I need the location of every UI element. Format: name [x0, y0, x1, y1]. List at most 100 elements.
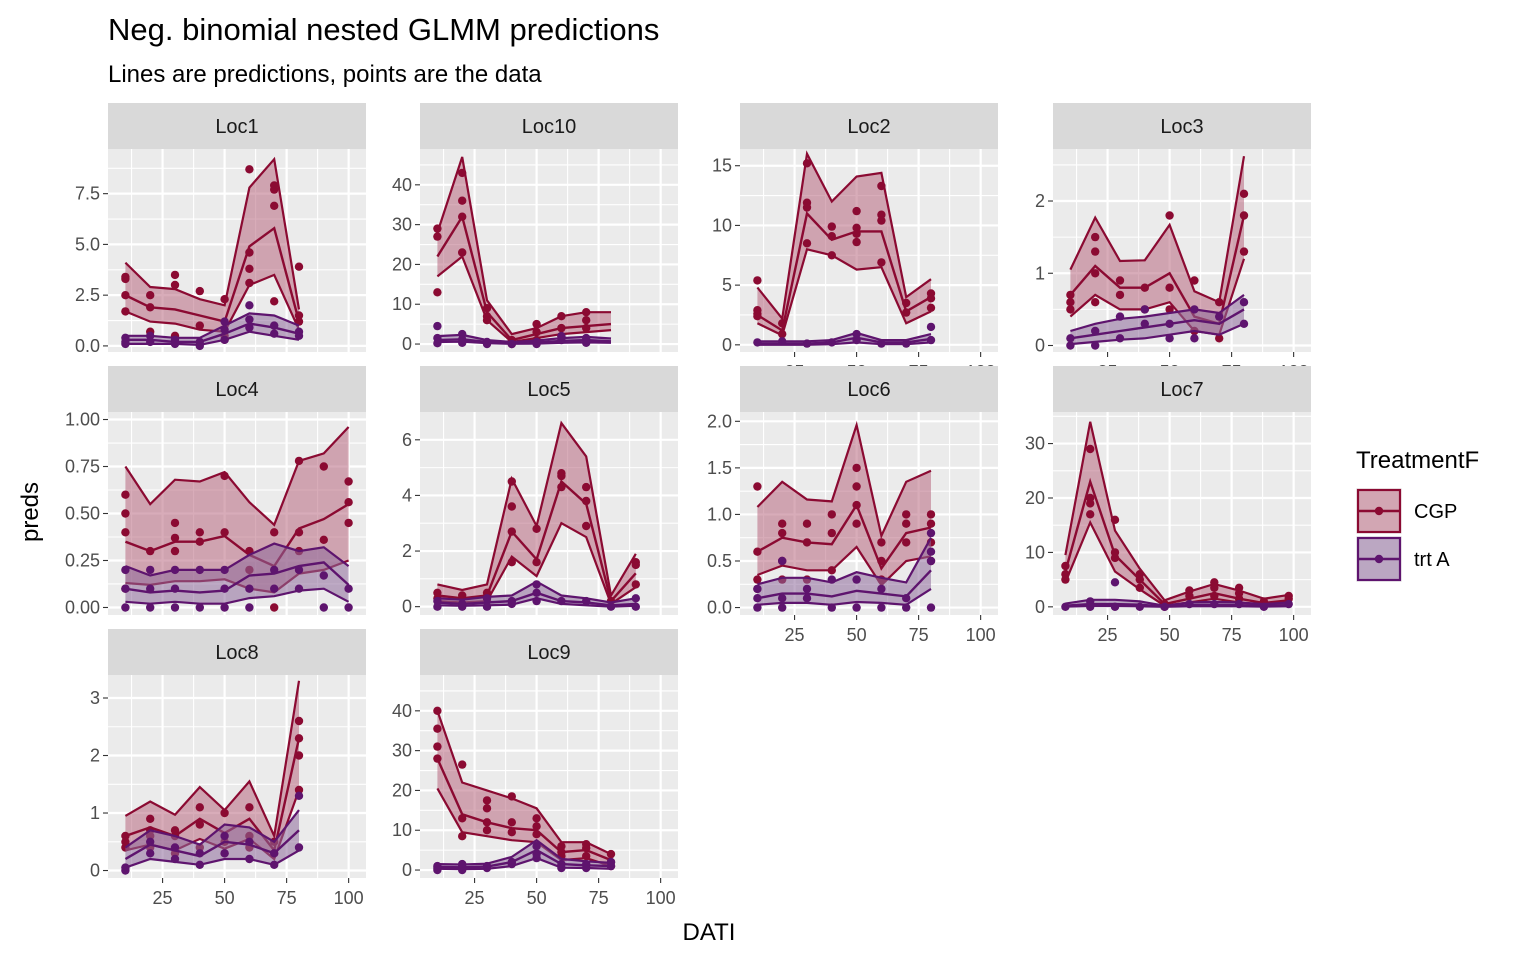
data-point [294, 843, 304, 852]
data-point [902, 510, 911, 519]
data-point [778, 528, 787, 538]
y-tick-label: 0 [402, 860, 412, 880]
series-layer [121, 680, 304, 875]
upper-bound-line [1070, 294, 1245, 333]
series-cgp [433, 706, 616, 871]
prediction-line [125, 561, 350, 594]
data-point [778, 319, 787, 328]
data-point [270, 201, 279, 210]
data-point [1284, 599, 1293, 609]
y-tick-label: 15 [712, 156, 732, 176]
data-point [121, 831, 130, 841]
legend-item-label: CGP [1414, 501, 1457, 523]
data-point [1135, 602, 1145, 611]
data-point [1185, 599, 1194, 609]
data-point [195, 565, 204, 575]
data-point [852, 603, 861, 612]
data-point [344, 518, 353, 528]
data-point [294, 311, 304, 320]
data-point [482, 602, 492, 611]
data-point [507, 859, 516, 869]
data-point [753, 547, 762, 556]
data-point [294, 262, 304, 271]
legend-item-trt-a: trt A [1356, 536, 1450, 582]
data-point [319, 603, 328, 612]
series-trt-a [121, 301, 304, 351]
data-point [532, 596, 541, 606]
data-point [195, 803, 204, 812]
data-point [606, 861, 616, 871]
y-tick-label: 2 [1035, 191, 1045, 211]
data-point [146, 584, 155, 593]
data-point [220, 295, 229, 304]
data-point [1061, 561, 1070, 571]
data-point [557, 596, 566, 606]
data-point [902, 603, 911, 612]
data-point [827, 603, 836, 612]
y-tick-label: 20 [392, 254, 412, 274]
data-point [532, 853, 541, 863]
data-point [802, 538, 812, 547]
prediction-ribbon [125, 313, 300, 345]
data-point [270, 603, 279, 612]
data-point [1091, 232, 1100, 242]
upper-bound-line [756, 420, 932, 540]
data-point [827, 222, 836, 231]
facet-strip [1053, 366, 1311, 412]
prediction-ribbon [437, 423, 636, 604]
data-point [1140, 283, 1150, 292]
data-point [433, 232, 442, 241]
prediction-line [756, 211, 932, 333]
facet-strip-label: Loc9 [527, 642, 570, 664]
data-point [507, 339, 516, 349]
prediction-line [437, 848, 612, 869]
y-tick-label: 30 [1025, 434, 1045, 454]
data-point [121, 528, 130, 537]
series-layer [433, 420, 640, 611]
data-point [532, 830, 541, 839]
data-point [1165, 283, 1174, 292]
data-point [1115, 276, 1125, 285]
data-point [852, 482, 861, 491]
data-point [1210, 591, 1219, 601]
data-point [146, 303, 155, 312]
prediction-line [436, 213, 612, 342]
data-point [877, 181, 886, 191]
data-point [1086, 499, 1095, 508]
data-point [433, 602, 442, 611]
y-tick-label: 0 [90, 861, 100, 881]
chart-title: Neg. binomial nested GLMM predictions [108, 12, 659, 47]
data-point [121, 509, 130, 518]
chart-subtitle: Lines are predictions, points are the da… [108, 61, 542, 88]
series-cgp [433, 156, 612, 349]
y-tick-label: 0.25 [65, 550, 100, 570]
data-point [1215, 334, 1224, 343]
data-point [631, 580, 640, 589]
legend-title: TreatmentF [1356, 447, 1479, 474]
data-point [482, 594, 492, 603]
prediction-ribbon [125, 680, 300, 859]
data-point [458, 212, 467, 221]
data-point [433, 754, 442, 763]
data-point [294, 331, 304, 340]
data-point [1115, 290, 1125, 300]
data-point [195, 603, 204, 612]
data-point [220, 831, 229, 841]
data-point [270, 321, 279, 330]
data-point [532, 327, 541, 337]
data-point [482, 339, 492, 349]
data-point [220, 603, 229, 612]
data-point [827, 575, 836, 584]
facet-strip [108, 366, 366, 412]
y-tick-label: 0 [1035, 335, 1045, 355]
prediction-line [756, 502, 932, 571]
facet-loc1: Loc1 0.0 2.5 5.0 7.5 [75, 103, 366, 356]
data-point [557, 471, 566, 481]
data-point [170, 533, 180, 543]
data-point [926, 335, 936, 345]
data-point [877, 339, 886, 348]
facet-strip [108, 103, 366, 149]
data-point [195, 537, 204, 546]
data-point [1110, 515, 1120, 524]
data-point [582, 323, 591, 333]
